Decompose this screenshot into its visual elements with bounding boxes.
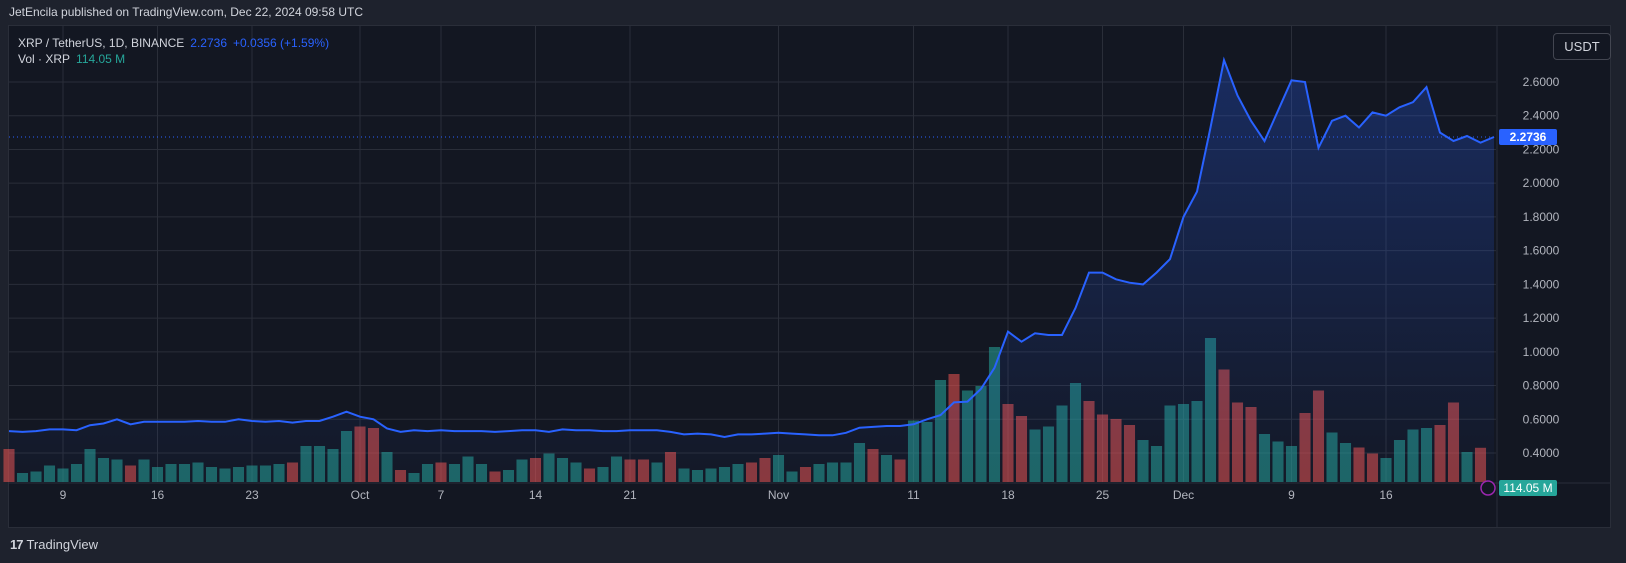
price-tick-label: 1.4000 bbox=[1523, 277, 1560, 291]
price-tick-label: 0.8000 bbox=[1523, 379, 1560, 393]
last-price-badge-label: 2.2736 bbox=[1510, 130, 1547, 144]
price-tick-label: 1.0000 bbox=[1523, 345, 1560, 359]
realtime-marker-icon[interactable] bbox=[1480, 480, 1496, 496]
time-tick-label: 21 bbox=[623, 488, 637, 502]
time-tick-label: 16 bbox=[1379, 488, 1393, 502]
volume-value: 114.05 M bbox=[76, 52, 126, 66]
time-tick-label: Oct bbox=[351, 488, 370, 502]
price-tick-label: 1.8000 bbox=[1523, 210, 1560, 224]
publish-info: JetEncila published on TradingView.com, … bbox=[9, 5, 363, 19]
time-tick-label: 14 bbox=[529, 488, 543, 502]
symbol-label: XRP / TetherUS, 1D, BINANCE bbox=[18, 36, 185, 50]
time-tick-label: 7 bbox=[438, 488, 445, 502]
last-volume-badge bbox=[1499, 480, 1557, 496]
price-tick-label: 1.2000 bbox=[1523, 311, 1560, 325]
price-tick-label: 1.6000 bbox=[1523, 244, 1560, 258]
time-tick-label: 25 bbox=[1096, 488, 1110, 502]
time-tick-label: 23 bbox=[245, 488, 259, 502]
price-area bbox=[9, 60, 1494, 482]
price-tick-label: 2.0000 bbox=[1523, 176, 1560, 190]
last-price-badge bbox=[1499, 129, 1557, 146]
time-tick-label: 11 bbox=[907, 488, 920, 502]
price-tick-label: 0.4000 bbox=[1523, 446, 1560, 460]
time-tick-label: 18 bbox=[1001, 488, 1015, 502]
volume-label: Vol · XRP bbox=[18, 52, 71, 66]
time-tick-label: Nov bbox=[768, 488, 789, 502]
currency-button[interactable]: USDT bbox=[1553, 33, 1611, 60]
last-volume-badge-label: 114.05 M bbox=[1503, 481, 1552, 495]
legend: XRP / TetherUS, 1D, BINANCE 2.2736 +0.03… bbox=[18, 35, 329, 67]
time-tick-label: 16 bbox=[151, 488, 165, 502]
price-tick-label: 2.4000 bbox=[1523, 109, 1560, 123]
last-price-value: 2.2736 bbox=[190, 36, 227, 50]
time-axis: 9 16 23 Oct 7 14 21 Nov 11 18 25 Dec 9 16 bbox=[60, 488, 1393, 502]
time-tick-label: 9 bbox=[1288, 488, 1295, 502]
price-change: +0.0356 (+1.59%) bbox=[233, 36, 330, 50]
price-line bbox=[8, 56, 1495, 439]
tradingview-logo-mark: 17 bbox=[10, 537, 24, 552]
time-tick-label: 9 bbox=[60, 488, 67, 502]
price-tick-label: 2.2000 bbox=[1523, 142, 1560, 156]
time-tick-label: Dec bbox=[1173, 488, 1194, 502]
tradingview-logo[interactable]: 17 TradingView bbox=[10, 537, 98, 552]
price-axis: 0.4000 0.6000 0.8000 1.0000 1.2000 1.4000 1.60… bbox=[1480, 75, 1560, 496]
tradingview-brand: TradingView bbox=[26, 537, 99, 552]
price-tick-label: 2.6000 bbox=[1523, 75, 1560, 89]
price-tick-label: 0.6000 bbox=[1523, 412, 1560, 426]
